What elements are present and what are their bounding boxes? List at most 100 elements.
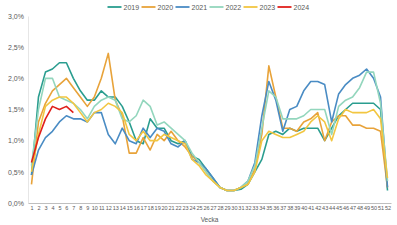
- x-tick: 34: [259, 203, 265, 211]
- x-tick-label: 36: [273, 205, 279, 211]
- y-tick: 0,0%: [8, 200, 28, 207]
- x-tick: 51: [378, 203, 384, 211]
- x-tick: 37: [280, 203, 286, 211]
- x-tick-label: 25: [196, 205, 202, 211]
- x-tick-label: 30: [231, 205, 237, 211]
- x-tick: 14: [120, 203, 126, 211]
- x-tick: 5: [58, 203, 61, 211]
- x-tick: 8: [79, 203, 82, 211]
- plot: 0,0%0,5%1,0%1,5%2,0%2,5%3,0%123456789101…: [8, 13, 391, 211]
- x-tick: 44: [329, 203, 335, 211]
- x-tick-label: 35: [266, 205, 272, 211]
- x-tick: 1: [30, 203, 33, 211]
- x-tick: 4: [51, 203, 54, 211]
- x-tick-label: 12: [106, 205, 112, 211]
- x-tick: 28: [217, 203, 223, 211]
- x-tick: 25: [196, 203, 202, 211]
- x-tick-label: 45: [336, 205, 342, 211]
- x-tick-label: 27: [210, 205, 216, 211]
- x-tick-label: 14: [120, 205, 126, 211]
- y-tick-label: 0,0%: [8, 200, 24, 207]
- x-tick-label: 42: [315, 205, 321, 211]
- legend-label: 2024: [294, 4, 310, 11]
- x-tick-label: 2: [37, 205, 40, 211]
- x-tick-label: 23: [183, 205, 189, 211]
- legend-swatch: [176, 6, 190, 8]
- x-tick-label: 4: [51, 205, 54, 211]
- legend-swatch: [244, 6, 258, 8]
- legend-label: 2022: [226, 4, 242, 11]
- y-tick-label: 0,5%: [8, 169, 24, 176]
- x-tick: 18: [148, 203, 154, 211]
- x-tick-label: 24: [189, 205, 195, 211]
- x-tick-label: 15: [127, 205, 133, 211]
- x-tick-label: 48: [357, 205, 363, 211]
- y-tick-label: 2,5%: [8, 44, 24, 51]
- x-tick: 50: [371, 203, 377, 211]
- x-tick-label: 10: [92, 205, 98, 211]
- x-tick-label: 1: [30, 205, 33, 211]
- x-tick: 30: [231, 203, 237, 211]
- x-tick: 47: [350, 203, 356, 211]
- x-tick: 41: [308, 203, 314, 211]
- x-tick: 32: [245, 203, 251, 211]
- x-axis: 1234567891011121314151617181920212223242…: [29, 203, 392, 211]
- x-tick-label: 37: [280, 205, 286, 211]
- x-tick: 12: [106, 203, 112, 211]
- x-tick-label: 21: [169, 205, 175, 211]
- x-tick-label: 9: [86, 205, 89, 211]
- x-tick: 15: [127, 203, 133, 211]
- x-tick: 42: [315, 203, 321, 211]
- legend-swatch: [278, 6, 292, 8]
- x-tick-label: 41: [308, 205, 314, 211]
- x-tick: 38: [287, 203, 293, 211]
- x-tick-label: 46: [343, 205, 349, 211]
- x-tick-label: 49: [364, 205, 370, 211]
- chart: 0,0%0,5%1,0%1,5%2,0%2,5%3,0%123456789101…: [0, 0, 397, 225]
- legend: 201920202021202220232024: [108, 4, 310, 11]
- x-tick-label: 51: [378, 205, 384, 211]
- series-line: [31, 106, 73, 162]
- x-tick-label: 43: [322, 205, 328, 211]
- legend-label: 2021: [192, 4, 208, 11]
- x-tick: 19: [155, 203, 161, 211]
- x-tick: 23: [183, 203, 189, 211]
- x-tick-label: 32: [245, 205, 251, 211]
- x-tick: 52: [385, 203, 391, 211]
- x-tick-label: 28: [217, 205, 223, 211]
- x-tick: 3: [44, 203, 47, 211]
- x-tick: 21: [169, 203, 175, 211]
- x-tick-label: 22: [176, 205, 182, 211]
- legend-swatch: [210, 6, 224, 8]
- x-tick-label: 31: [238, 205, 244, 211]
- x-tick-label: 18: [148, 205, 154, 211]
- x-tick-label: 40: [301, 205, 307, 211]
- x-tick: 45: [336, 203, 342, 211]
- legend-swatch: [142, 6, 156, 8]
- x-tick: 22: [176, 203, 182, 211]
- x-tick: 13: [113, 203, 119, 211]
- x-axis-line: [29, 203, 392, 204]
- series-line: [31, 97, 387, 191]
- series-line: [31, 72, 387, 190]
- series-line: [31, 69, 387, 191]
- y-axis: 0,0%0,5%1,0%1,5%2,0%2,5%3,0%: [8, 13, 28, 207]
- x-tick: 16: [134, 203, 140, 211]
- x-tick: 31: [238, 203, 244, 211]
- y-tick: 1,5%: [8, 106, 28, 113]
- x-tick-label: 29: [224, 205, 230, 211]
- series-line: [31, 53, 387, 190]
- x-tick: 20: [162, 203, 168, 211]
- legend-swatch: [108, 6, 122, 8]
- x-tick-label: 5: [58, 205, 61, 211]
- y-tick-label: 1,5%: [8, 106, 24, 113]
- x-tick-label: 38: [287, 205, 293, 211]
- x-tick: 46: [343, 203, 349, 211]
- x-tick-label: 44: [329, 205, 335, 211]
- y-tick: 0,5%: [8, 169, 28, 176]
- x-tick-label: 52: [385, 205, 391, 211]
- series-line: [31, 63, 387, 191]
- x-tick: 6: [65, 203, 68, 211]
- x-tick: 35: [266, 203, 272, 211]
- legend-label: 2019: [124, 4, 140, 11]
